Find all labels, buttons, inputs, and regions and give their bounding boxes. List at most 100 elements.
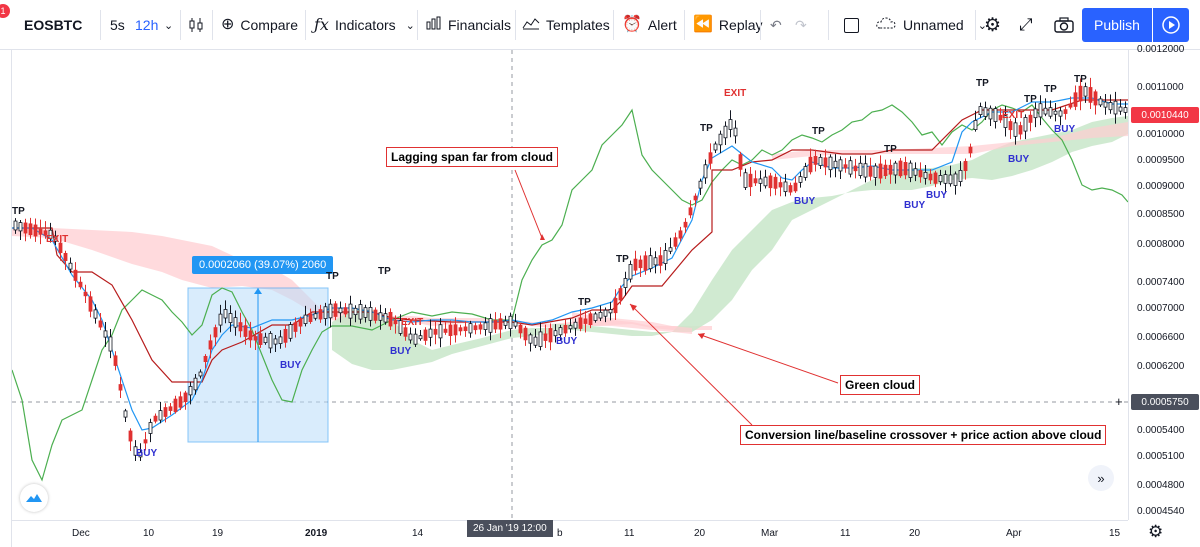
candle-body — [853, 165, 858, 172]
lagging-span-annotation[interactable]: Lagging span far from cloud — [386, 147, 559, 167]
layout-menu[interactable]: Unnamed ⌄ — [875, 0, 987, 50]
chart-pane[interactable]: 0.0002060 (39.07%) 2060 Lagging span far… — [11, 50, 1129, 520]
candle-body — [1083, 86, 1088, 97]
signal-exit: EXIT — [1002, 110, 1025, 121]
candle-body — [818, 156, 823, 166]
candle-body — [848, 160, 853, 175]
candle-body — [373, 309, 378, 321]
candle-body — [793, 182, 798, 192]
candle-body — [813, 155, 818, 165]
candle-body — [758, 178, 763, 184]
candle-body — [388, 311, 393, 327]
candle-body — [913, 168, 918, 176]
time-axis[interactable]: Dec 10 19 2019 14 b 11 20 Mar 11 20 Apr … — [12, 520, 1128, 547]
green-cloud-segment-1 — [332, 310, 552, 370]
alert-button[interactable]: ⏰ Alert — [622, 0, 677, 50]
candle-body — [538, 331, 543, 347]
price-chart[interactable] — [11, 50, 1129, 520]
candle-body — [923, 171, 928, 179]
price-tick: 0.0008000 — [1137, 239, 1185, 250]
undo-icon[interactable]: ↶ — [770, 16, 782, 33]
candle-body — [313, 313, 318, 319]
indicators-button[interactable]: ƒx Indicators ⌄ — [314, 0, 415, 50]
candle-body — [23, 222, 28, 234]
interval-12h[interactable]: 12h — [135, 17, 159, 33]
candle-body — [328, 303, 333, 319]
candles-icon[interactable] — [187, 0, 205, 50]
candle-body — [183, 392, 188, 403]
financials-button[interactable]: Financials — [426, 0, 511, 50]
templates-icon — [522, 16, 540, 34]
candle-body — [888, 164, 893, 175]
gear-icon[interactable]: ⚙ — [984, 14, 1002, 36]
fullscreen-checkbox-icon[interactable] — [844, 0, 859, 50]
candle-body — [973, 120, 978, 130]
candle-body — [173, 398, 178, 412]
candle-body — [513, 321, 518, 327]
candle-body — [503, 320, 508, 326]
chevron-down-icon[interactable]: ⌄ — [164, 19, 174, 32]
replay-button[interactable]: ⏪ Replay — [693, 0, 763, 50]
redo-icon[interactable]: ↷ — [795, 16, 807, 33]
candle-body — [298, 318, 303, 327]
candle-body — [93, 309, 98, 319]
expand-icon[interactable]: ⤢ — [1019, 15, 1033, 34]
candle-body — [898, 160, 903, 177]
signal-tp: TP — [378, 266, 391, 277]
green-cloud-annotation[interactable]: Green cloud — [840, 375, 921, 395]
publish-button[interactable]: Publish — [1082, 8, 1152, 42]
candle-body — [608, 309, 613, 314]
candle-body — [953, 173, 958, 186]
candle-body — [828, 156, 833, 171]
alert-label: Alert — [647, 17, 677, 33]
candle-body — [38, 228, 43, 235]
candle-body — [478, 324, 483, 330]
candle-body — [113, 355, 118, 366]
signal-buy: BUY — [1054, 124, 1076, 135]
candle-body — [63, 252, 68, 262]
symbol-search[interactable]: EOSBTC — [24, 17, 83, 33]
play-icon[interactable] — [1153, 8, 1189, 42]
candle-body — [363, 307, 368, 318]
candle-body — [548, 328, 553, 343]
candle-body — [403, 327, 408, 337]
candle-body — [518, 324, 523, 334]
signal-buy: BUY — [1008, 154, 1030, 165]
candle-body — [528, 334, 533, 344]
time-tick: 20 — [694, 528, 706, 539]
price-tick: 0.0004800 — [1137, 480, 1185, 491]
candle-body — [903, 162, 908, 176]
compare-button[interactable]: ⊕ Compare — [221, 0, 298, 50]
gear-icon[interactable]: ⚙ — [1148, 522, 1164, 541]
add-alert-plus-icon[interactable]: + — [1115, 394, 1123, 409]
candle-body — [58, 242, 63, 254]
camera-icon[interactable] — [1054, 0, 1074, 50]
scroll-to-realtime-button[interactable]: » — [1088, 465, 1114, 491]
candle-body — [968, 146, 973, 154]
top-toolbar: 1 EOSBTC 5s 12h ⌄ ⊕ Compare ƒx Indicator… — [0, 0, 1200, 50]
candle-body — [708, 152, 713, 164]
divider — [975, 10, 976, 40]
crossover-annotation[interactable]: Conversion line/baseline crossover + pri… — [740, 425, 1107, 445]
templates-button[interactable]: Templates — [522, 0, 610, 50]
cloud-icon — [875, 16, 897, 34]
interval-5s[interactable]: 5s — [110, 17, 125, 33]
price-tick: 0.0011000 — [1137, 82, 1184, 93]
time-tick: 10 — [143, 528, 155, 539]
candle-body — [238, 322, 243, 332]
candle-body — [153, 415, 158, 422]
price-axis[interactable]: 0.0012000 0.0011000 0.0010000 0.0009500 … — [1128, 44, 1200, 520]
candle-body — [118, 384, 123, 391]
candle-body — [368, 307, 373, 321]
signal-tp: TP — [884, 144, 897, 155]
alarm-clock-icon: ⏰ — [622, 16, 642, 33]
tradingview-logo-icon[interactable] — [20, 484, 48, 512]
candle-body — [98, 320, 103, 328]
candle-body — [673, 237, 678, 247]
candle-body — [893, 162, 898, 176]
candle-body — [103, 330, 108, 338]
candle-body — [623, 278, 628, 288]
candle-body — [753, 178, 758, 184]
candle-body — [1093, 91, 1098, 106]
candle-body — [468, 323, 473, 334]
